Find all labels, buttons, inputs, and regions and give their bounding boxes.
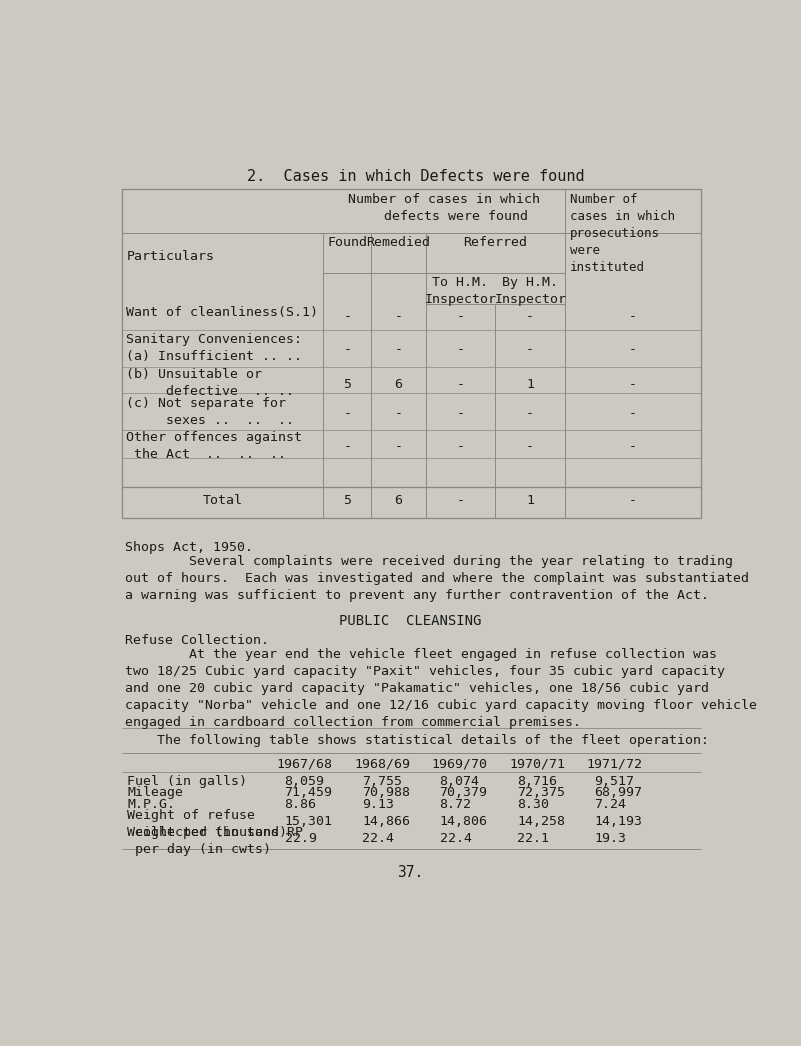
Text: (b) Unsuitable or
     defective  .. ..: (b) Unsuitable or defective .. ..: [126, 368, 294, 399]
Text: -: -: [457, 439, 465, 453]
Text: 15,301: 15,301: [284, 816, 332, 828]
Text: 1: 1: [526, 378, 534, 391]
Text: Weight of refuse
 collected (in tons): Weight of refuse collected (in tons): [127, 810, 288, 839]
Text: M.P.G.: M.P.G.: [127, 798, 175, 811]
Text: 1967/68: 1967/68: [277, 757, 333, 771]
Text: 72,375: 72,375: [517, 787, 565, 799]
Text: -: -: [344, 439, 352, 453]
Text: 70,379: 70,379: [440, 787, 488, 799]
Text: 8.86: 8.86: [284, 798, 316, 811]
Text: -: -: [629, 311, 637, 323]
Text: 22.4: 22.4: [440, 833, 472, 845]
Text: -: -: [526, 311, 534, 323]
Text: Shops Act, 1950.: Shops Act, 1950.: [125, 542, 253, 554]
Text: -: -: [395, 343, 402, 357]
Text: 2.  Cases in which Defects were found: 2. Cases in which Defects were found: [248, 169, 585, 184]
Text: Other offences against
 the Act  ..  ..  ..: Other offences against the Act .. .. ..: [126, 431, 302, 461]
Text: Fuel (in galls): Fuel (in galls): [127, 775, 248, 788]
Text: (c) Not separate for
     sexes ..  ..  ..: (c) Not separate for sexes .. .. ..: [126, 396, 294, 427]
Text: 22.4: 22.4: [362, 833, 394, 845]
Text: -: -: [629, 407, 637, 419]
Text: Several complaints were received during the year relating to trading
out of hour: Several complaints were received during …: [125, 555, 749, 602]
Text: 22.1: 22.1: [517, 833, 549, 845]
Text: 1969/70: 1969/70: [432, 757, 488, 771]
Text: -: -: [629, 494, 637, 506]
Text: -: -: [457, 311, 465, 323]
Text: -: -: [457, 343, 465, 357]
Text: -: -: [457, 494, 465, 506]
Text: 8.30: 8.30: [517, 798, 549, 811]
Text: 14,193: 14,193: [594, 816, 642, 828]
Text: Found: Found: [328, 236, 368, 249]
Text: 14,806: 14,806: [440, 816, 488, 828]
Text: 9.13: 9.13: [362, 798, 394, 811]
Text: Want of cleanliness(S.1): Want of cleanliness(S.1): [126, 306, 318, 319]
Text: 6: 6: [395, 378, 402, 391]
Text: At the year end the vehicle fleet engaged in refuse collection was
two 18/25 Cub: At the year end the vehicle fleet engage…: [125, 647, 757, 729]
Text: 5: 5: [344, 494, 352, 506]
Text: 37.: 37.: [397, 865, 423, 880]
Text: -: -: [344, 407, 352, 419]
Text: 7,755: 7,755: [362, 775, 402, 788]
Text: -: -: [629, 343, 637, 357]
Text: 1970/71: 1970/71: [509, 757, 566, 771]
Text: 14,258: 14,258: [517, 816, 565, 828]
Text: -: -: [526, 407, 534, 419]
Text: 1: 1: [526, 494, 534, 506]
Text: 9,517: 9,517: [594, 775, 634, 788]
Text: 5: 5: [344, 378, 352, 391]
Text: -: -: [457, 407, 465, 419]
Text: Total: Total: [203, 494, 243, 506]
Text: 70,988: 70,988: [362, 787, 410, 799]
Text: 14,866: 14,866: [362, 816, 410, 828]
Text: 71,459: 71,459: [284, 787, 332, 799]
Text: 68,997: 68,997: [594, 787, 642, 799]
Text: 8,716: 8,716: [517, 775, 557, 788]
Text: -: -: [526, 439, 534, 453]
Text: 8,074: 8,074: [440, 775, 480, 788]
Text: Number of
cases in which
prosecutions
were
instituted: Number of cases in which prosecutions we…: [570, 194, 674, 274]
Text: 8,059: 8,059: [284, 775, 324, 788]
Text: The following table shows statistical details of the fleet operation:: The following table shows statistical de…: [125, 734, 709, 747]
Text: -: -: [395, 311, 402, 323]
Text: Number of cases in which
   defects were found: Number of cases in which defects were fo…: [348, 194, 540, 223]
Text: Referred: Referred: [463, 236, 527, 249]
Text: 6: 6: [395, 494, 402, 506]
Text: -: -: [344, 311, 352, 323]
Text: To H.M.
Inspector: To H.M. Inspector: [425, 276, 497, 305]
Text: -: -: [629, 439, 637, 453]
Text: Remedied: Remedied: [367, 236, 430, 249]
Text: -: -: [526, 343, 534, 357]
Text: Refuse Collection.: Refuse Collection.: [125, 634, 269, 646]
Text: Weight per thousand RP
 per day (in cwts): Weight per thousand RP per day (in cwts): [127, 826, 304, 857]
Text: 7.24: 7.24: [594, 798, 626, 811]
Text: -: -: [395, 439, 402, 453]
Text: 1971/72: 1971/72: [587, 757, 643, 771]
Text: Sanitary Conveniences:
(a) Insufficient .. ..: Sanitary Conveniences: (a) Insufficient …: [126, 334, 302, 363]
Text: 19.3: 19.3: [594, 833, 626, 845]
Text: Particulars: Particulars: [127, 250, 215, 264]
Text: 8.72: 8.72: [440, 798, 472, 811]
Text: -: -: [395, 407, 402, 419]
Text: -: -: [344, 343, 352, 357]
Text: 1968/69: 1968/69: [354, 757, 410, 771]
Text: Mileage: Mileage: [127, 787, 183, 799]
Text: -: -: [457, 378, 465, 391]
Text: 22.9: 22.9: [284, 833, 316, 845]
Text: -: -: [629, 378, 637, 391]
Text: By H.M.
Inspector: By H.M. Inspector: [494, 276, 566, 305]
Text: PUBLIC  CLEANSING: PUBLIC CLEANSING: [339, 614, 481, 629]
